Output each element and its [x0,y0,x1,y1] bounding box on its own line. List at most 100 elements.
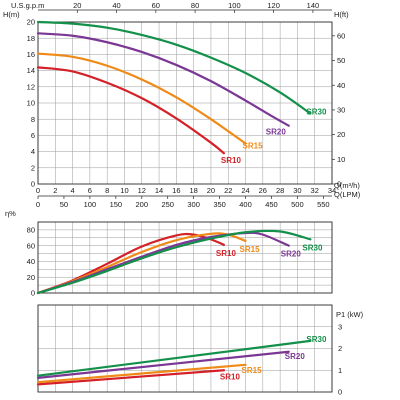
head-top-tick-label: 120 [267,1,280,10]
head-y-tick-label: 6 [31,131,35,140]
power-label-sr15: SR15 [242,366,263,375]
head-x-tick-label: 8 [105,186,109,195]
eff-y-tick-label: 80 [27,225,35,234]
power-label-sr10: SR10 [220,372,241,381]
head-label-sr30: SR30 [306,108,327,117]
efficiency-label-sr15: SR15 [240,245,261,254]
power-y-tick-label: 1 [338,366,342,375]
head-y-tick-label: 12 [27,82,35,91]
head-lpm-tick-label: 150 [110,200,123,209]
head-top-tick-label: 100 [228,1,241,10]
eff-frame [37,221,333,294]
head-yright-tick-label: 0 [337,180,341,189]
head-lpm-tick-label: 500 [291,200,304,209]
head-lpm-tick-label: 0 [36,200,40,209]
efficiency-label-sr20: SR20 [281,250,302,259]
head-label-sr15: SR15 [243,142,264,151]
power-line-sr15 [36,363,247,384]
eff-y-tick-label: 60 [27,241,35,250]
head-yright-tick-label: 10 [337,155,345,164]
head-y-tick-label: 2 [31,163,35,172]
head-label-sr20: SR20 [266,128,287,137]
head-x-tick-label: 18 [189,186,197,195]
head-y-axis-title: H(m) [3,10,20,19]
head-x-tick-label: 16 [172,186,180,195]
power-line-sr10 [36,369,226,386]
head-x-tick-label: 20 [207,186,215,195]
head-top-axis-title: U.S.g.p.m [11,1,44,10]
head-y-tick-label: 4 [31,147,35,156]
head-x-tick-label: 22 [224,186,232,195]
head-x-tick-label: 24 [241,186,249,195]
eff-y-tick-label: 0 [31,289,35,298]
head-lpm-tick-label: 100 [84,200,97,209]
head-x-tick-label: 6 [88,186,92,195]
power-label-sr30: SR30 [306,335,327,344]
head-x-tick-label: 34 [328,186,336,195]
head-x-tick-label: 4 [71,186,75,195]
head-x-tick-label: 10 [120,186,128,195]
head-top-tick-label: 80 [191,1,199,10]
head-lpm-tick-label: 450 [265,200,278,209]
head-lpm-tick-label: 400 [239,200,252,209]
head-yright-axis-title: H(ft) [334,10,349,19]
head-y-tick-label: 18 [27,34,35,43]
head-top-tick-label: 40 [112,1,120,10]
power-frame [37,304,333,393]
head-x-tick-label: 0 [36,186,40,195]
head-lpm-tick-label: 50 [60,200,68,209]
power-y-tick-label: 2 [338,344,342,353]
head-lpm-tick-label: 250 [161,200,174,209]
head-lpm-tick-label: 300 [187,200,200,209]
head-lpm-tick-label: 350 [213,200,226,209]
head-x2-axis-title: Q(LPM) [334,190,361,199]
head-yright-tick-label: 40 [337,81,345,90]
head-x-tick-label: 32 [311,186,319,195]
head-y-tick-label: 10 [27,99,35,108]
power-y-tick-label: 0 [338,388,342,397]
head-line-sr30 [36,20,312,115]
head-top-tick-label: 140 [307,1,320,10]
power-line-sr30 [36,339,312,377]
power-label-sr20: SR20 [285,352,306,361]
efficiency-label-sr30: SR30 [302,243,323,252]
head-frame [37,21,333,185]
head-x-tick-label: 30 [293,186,301,195]
head-line-sr15 [36,52,247,145]
head-y-tick-label: 16 [27,50,35,59]
head-yright-tick-label: 60 [337,31,345,40]
power-line-sr20 [36,350,290,379]
head-x-axis-title: Q(m³/h) [334,181,360,190]
head-label-sr10: SR10 [221,156,242,165]
head-lpm-tick-label: 200 [136,200,149,209]
head-x-tick-label: 26 [259,186,267,195]
efficiency-line-sr30 [36,229,312,295]
head-yright-tick-label: 20 [337,130,345,139]
eff-y-tick-label: 40 [27,257,35,266]
head-line-sr10 [36,66,226,155]
head-yright-tick-label: 50 [337,56,345,65]
head-y-tick-label: 0 [31,180,35,189]
head-lpm-tick-label: 550 [317,200,330,209]
head-y-tick-label: 8 [31,115,35,124]
eff-y-tick-label: 20 [27,273,35,282]
head-yright-tick-label: 30 [337,106,345,115]
head-y-tick-label: 20 [27,18,35,27]
eff-y-axis-title: η% [5,209,16,218]
head-y-tick-label: 14 [27,66,35,75]
head-top-tick-label: 60 [152,1,160,10]
efficiency-label-sr10: SR10 [216,249,237,258]
head-x-tick-label: 12 [138,186,146,195]
head-chart: 20 40 60 80 100 120 140U.S.g.p.m02468101214161… [3,1,361,209]
efficiency-line-sr20 [36,231,290,295]
power-y-tick-label: 3 [338,322,342,331]
head-x-tick-label: 14 [155,186,163,195]
head-x-tick-label: 28 [276,186,284,195]
power-y-axis-title: P1 (kW) [336,310,364,319]
head-x-tick-label: 2 [53,186,57,195]
head-line-sr20 [36,32,290,127]
head-top-tick-label: 20 [73,1,81,10]
